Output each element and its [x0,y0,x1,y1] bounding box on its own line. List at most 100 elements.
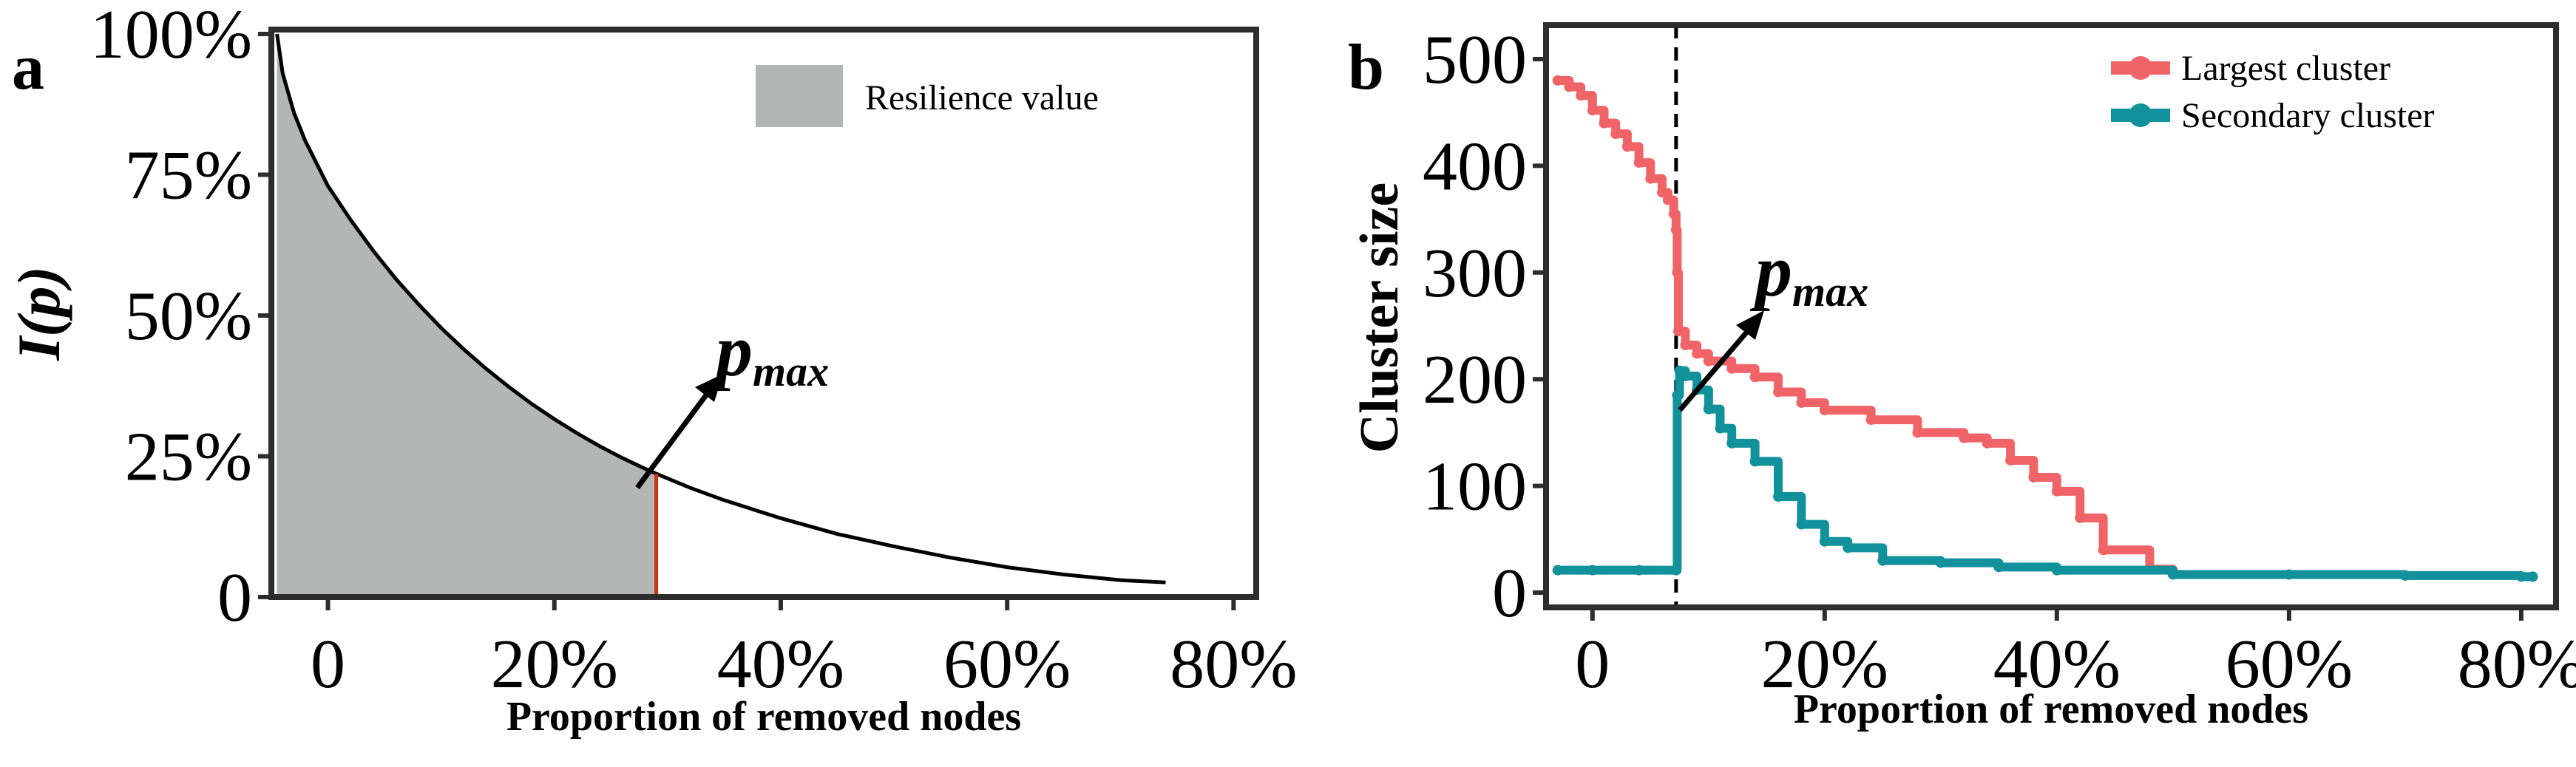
point-secondary-cluster-17 [1935,557,1946,568]
point-secondary-cluster-13 [1796,519,1807,530]
pmax-arrow-head-a [695,374,723,402]
panel-b-frame [1543,22,2559,610]
point-largest-cluster-9 [1657,187,1668,198]
series-line-i-p [275,33,1166,584]
point-secondary-cluster-8 [1703,403,1714,415]
panel-a-legend: Resilience value [756,65,1099,127]
point-secondary-cluster-4 [1672,389,1683,400]
legend-label-resilience: Resilience value [865,78,1099,117]
a-x-tick-label-3: 60% [943,626,1071,703]
point-largest-cluster-21 [1796,397,1807,408]
panel-a-y-axis-title: I(p) [5,266,72,361]
point-largest-cluster-0 [1552,75,1563,86]
point-secondary-cluster-12 [1773,491,1784,502]
panel-b-pmax-annotation: pmax [1678,230,1868,412]
point-largest-cluster-4 [1599,117,1610,129]
a-y-tick-label-1: 25% [125,419,252,496]
pmax-arrow-shaft-a [635,388,712,490]
series-line-largest-cluster [1557,75,2177,574]
b-x-tick-label-1: 20% [1761,626,1888,703]
b-y-tick-label-4: 400 [1423,128,1527,205]
pmax-label-a: pmax [710,310,829,395]
panel-b-x-axis-title: Proportion of removed nodes [1794,686,2308,732]
point-secondary-cluster-0 [1552,565,1563,576]
b-y-tick-label-1: 100 [1423,449,1527,525]
point-secondary-cluster-9 [1715,423,1726,434]
a-x-tick-label-4: 80% [1170,626,1297,703]
point-secondary-cluster-20 [2167,569,2178,580]
point-largest-cluster-25 [1959,432,1970,443]
a-y-tick-label-0: 0 [217,559,252,636]
point-largest-cluster-7 [1633,157,1644,168]
panel-a-x-axis-title: Proportion of removed nodes [506,694,1021,740]
b-y-tick-label-0: 0 [1492,555,1527,632]
panel-b: b 0 20% 40% 60% 80% 0 100 200 300 400 500 Proporti… [1348,21,2576,732]
point-largest-cluster-23 [1865,415,1877,426]
a-y-tick-label-3: 75% [125,137,252,214]
point-secondary-cluster-21 [2283,569,2294,580]
point-secondary-cluster-11 [1749,456,1760,467]
a-x-tick-label-2: 40% [717,626,844,703]
point-largest-cluster-13 [1672,267,1683,278]
pmax-label-b: pmax [1749,230,1868,316]
panel-b-y-axis-title: Cluster size [1349,183,1410,454]
pmax-main-b: p [1749,230,1792,312]
panel-a-pmax-annotation: pmax [635,310,829,490]
b-y-tick-label-2: 200 [1423,341,1527,418]
point-largest-cluster-16 [1692,348,1703,359]
legend-marker-largest [2129,56,2152,80]
b-y-tick-label-3: 300 [1423,235,1527,312]
pmax-sub-a: max [753,347,829,395]
point-largest-cluster-18 [1726,363,1738,374]
point-largest-cluster-31 [2098,545,2109,556]
panel-a: a 0 20% 40% 60% 80% 0 25% 50% 75% 100% Proportion… [5,0,1298,740]
legend-label-largest: Largest cluster [2181,49,2390,88]
point-secondary-cluster-2 [1633,565,1644,576]
point-largest-cluster-29 [2051,485,2062,497]
point-secondary-cluster-18 [1993,562,2004,573]
panel-a-letter: a [12,32,44,103]
a-x-tick-label-1: 20% [491,626,618,703]
point-secondary-cluster-15 [1843,542,1854,553]
panel-b-ticks: 0 20% 40% 60% 80% 0 100 200 300 400 500 [1423,21,2576,703]
point-secondary-cluster-14 [1819,536,1830,547]
b-x-tick-label-3: 60% [2226,626,2353,703]
point-largest-cluster-27 [2005,454,2016,466]
resilience-area [277,34,657,597]
a-x-tick-label-0: 0 [311,626,345,703]
point-secondary-cluster-6 [1680,370,1691,381]
legend-marker-secondary [2129,103,2152,127]
point-largest-cluster-19 [1749,372,1760,383]
point-secondary-cluster-24 [2527,571,2538,582]
panel-b-plot-area [1552,25,2538,607]
point-largest-cluster-2 [1576,90,1587,101]
point-largest-cluster-15 [1680,339,1691,350]
pmax-arrow-shaft-b [1678,325,1753,412]
b-y-tick-label-5: 500 [1423,21,1527,98]
point-largest-cluster-14 [1672,326,1684,337]
point-largest-cluster-3 [1587,105,1598,116]
legend-swatch-resilience [756,65,843,127]
pmax-main-a: p [710,310,753,392]
b-x-tick-label-0: 0 [1575,626,1610,703]
point-largest-cluster-30 [2075,512,2086,523]
legend-label-secondary: Secondary cluster [2181,96,2435,135]
point-secondary-cluster-19 [2051,565,2062,576]
point-largest-cluster-26 [1982,437,1993,449]
panel-b-legend: Largest cluster Secondary cluster [2111,49,2435,135]
point-largest-cluster-12 [1670,225,1681,236]
point-largest-cluster-20 [1773,386,1784,398]
panel-a-ticks: 0 20% 40% 60% 80% 0 25% 50% 75% 100% [90,0,1298,703]
panel-a-plot-area [275,33,1166,597]
point-largest-cluster-10 [1662,194,1673,205]
point-secondary-cluster-23 [2515,571,2526,582]
b-x-tick-label-4: 80% [2458,626,2576,703]
point-largest-cluster-5 [1610,129,1621,140]
point-largest-cluster-28 [2028,472,2039,483]
pmax-sub-b: max [1792,267,1868,316]
panel-b-letter: b [1348,32,1384,103]
point-secondary-cluster-22 [2399,570,2410,581]
point-secondary-cluster-1 [1587,565,1598,576]
point-largest-cluster-17 [1703,355,1714,367]
